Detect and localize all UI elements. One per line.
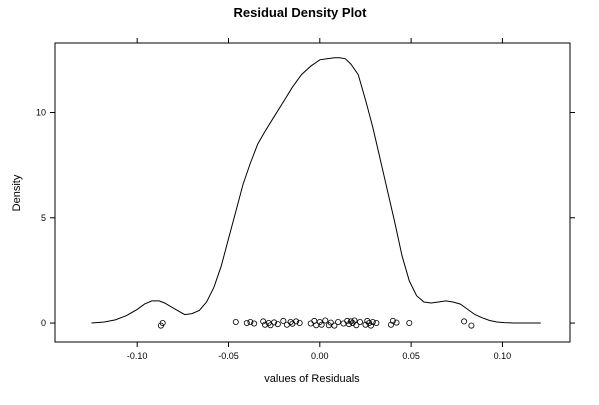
y-tick-label: 10 (36, 107, 46, 117)
residual-point (347, 318, 354, 325)
residual-points (157, 317, 475, 329)
residual-point (307, 320, 314, 327)
residual-point (389, 317, 396, 324)
residual-point (364, 317, 371, 324)
x-axis-label: values of Residuals (264, 373, 360, 385)
x-axis-bottom: -0.10 -0.05 0.00 0.05 0.10 (127, 342, 511, 361)
density-series (91, 57, 541, 324)
residual-point (293, 318, 300, 325)
x-tick-label: -0.10 (127, 351, 148, 361)
density-curve (91, 57, 541, 324)
y-axis-left: 0 5 10 (36, 107, 55, 328)
x-tick-label: -0.05 (218, 351, 239, 361)
residual-point (461, 318, 468, 325)
residual-point (243, 319, 250, 326)
y-axis-label: Density (11, 174, 23, 211)
residual-point (340, 320, 347, 327)
y-tick-label: 0 (41, 318, 46, 328)
residual-point (327, 319, 334, 326)
residual-point (468, 322, 475, 329)
residual-point (232, 318, 239, 325)
residual-point (271, 319, 278, 326)
x-tick-label: 0.00 (311, 351, 329, 361)
plot-frame (54, 42, 571, 343)
residual-point (331, 322, 338, 329)
residual-point (387, 321, 394, 328)
residual-point (356, 318, 363, 325)
residual-point (367, 322, 374, 329)
residual-point (296, 319, 303, 326)
residual-point (280, 317, 287, 324)
x-tick-label: 0.10 (494, 351, 512, 361)
residual-point (369, 318, 376, 325)
residual-point (159, 319, 166, 326)
x-axis-top (136, 38, 503, 43)
residual-point (406, 319, 413, 326)
residual-point (335, 318, 342, 325)
y-axis-right (570, 111, 575, 324)
residual-point (247, 318, 254, 325)
residual-point (283, 321, 290, 328)
residual-point (318, 321, 325, 328)
chart-title: Residual Density Plot (234, 5, 368, 20)
residual-point (344, 317, 351, 324)
residual-point (393, 319, 400, 326)
residual-point (353, 322, 360, 329)
residual-point (274, 321, 281, 328)
y-tick-label: 5 (41, 213, 46, 223)
residual-point (260, 318, 267, 325)
x-tick-label: 0.05 (402, 351, 420, 361)
residual-point (251, 320, 258, 327)
residual-point (373, 319, 380, 326)
residual-point (322, 317, 329, 324)
